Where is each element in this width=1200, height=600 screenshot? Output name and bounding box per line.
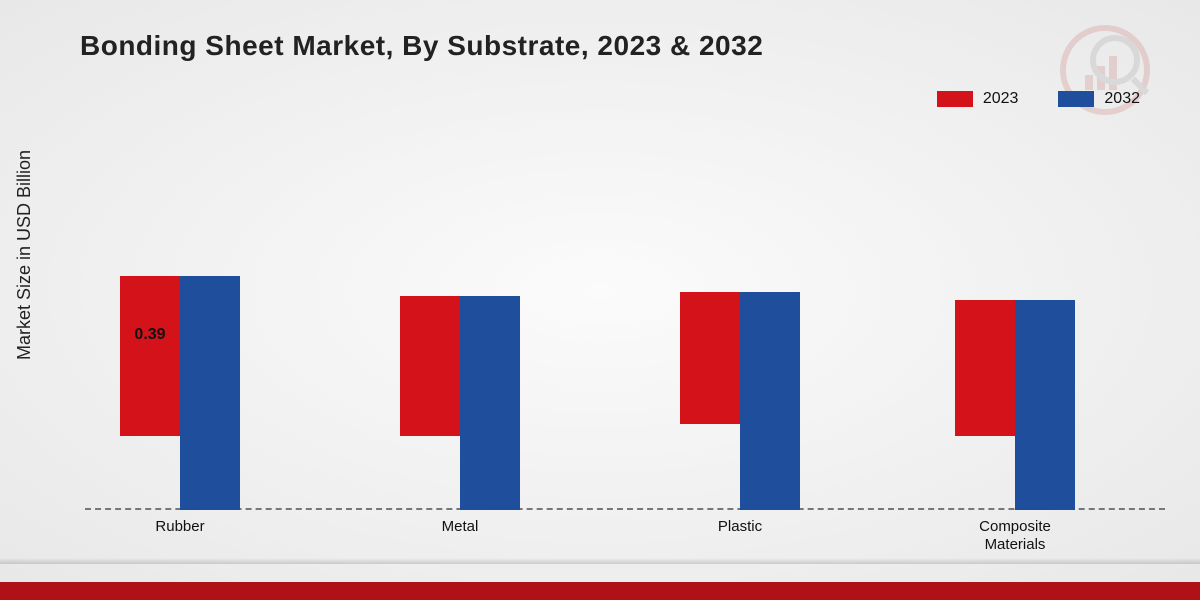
legend-label: 2032 bbox=[1104, 90, 1140, 108]
plot-area: Rubber Metal Plastic CompositeMaterials 0.39 bbox=[85, 140, 1165, 510]
x-axis-category-label: CompositeMaterials bbox=[915, 510, 1115, 554]
x-axis-category-label: Plastic bbox=[640, 510, 840, 536]
x-axis-category-label: Metal bbox=[360, 510, 560, 536]
bar bbox=[400, 296, 460, 436]
y-axis-label: Market Size in USD Billion bbox=[14, 150, 35, 360]
x-axis-category-label: Rubber bbox=[80, 510, 280, 536]
legend-label: 2023 bbox=[983, 90, 1019, 108]
footer-bar bbox=[0, 582, 1200, 600]
bar bbox=[180, 276, 240, 510]
legend-item: 2032 bbox=[1058, 90, 1140, 108]
bar bbox=[680, 292, 740, 424]
legend-item: 2023 bbox=[937, 90, 1019, 108]
footer-shadow bbox=[0, 558, 1200, 564]
bar bbox=[120, 276, 180, 436]
legend: 2023 2032 bbox=[937, 90, 1140, 108]
legend-swatch bbox=[937, 91, 973, 107]
bar bbox=[460, 296, 520, 510]
chart-title: Bonding Sheet Market, By Substrate, 2023… bbox=[80, 30, 763, 62]
bar bbox=[1015, 300, 1075, 510]
bar bbox=[955, 300, 1015, 436]
bar bbox=[740, 292, 800, 510]
bar-group: Plastic bbox=[665, 292, 815, 510]
bar-group: Metal bbox=[385, 296, 535, 510]
chart-container: Bonding Sheet Market, By Substrate, 2023… bbox=[0, 0, 1200, 582]
bar-group: CompositeMaterials bbox=[940, 300, 1090, 510]
data-label: 0.39 bbox=[134, 326, 165, 344]
bar-group: Rubber bbox=[105, 276, 255, 510]
legend-swatch bbox=[1058, 91, 1094, 107]
